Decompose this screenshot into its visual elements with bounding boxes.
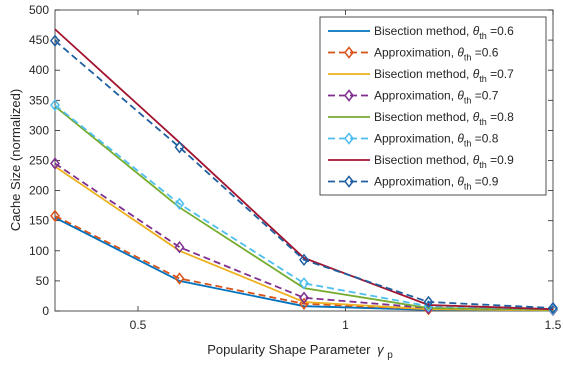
legend-label: Approximation, θth =0.9 — [374, 175, 499, 192]
y-tick-label: 200 — [29, 184, 49, 198]
x-tick-label: 1.5 — [545, 318, 562, 332]
y-tick-label: 0 — [42, 304, 49, 318]
series-line — [54, 28, 554, 311]
data-point-marker — [174, 141, 185, 154]
data-point-marker — [299, 277, 309, 290]
legend: Bisection method, θth =0.6 Approximation,… — [319, 16, 547, 196]
legend-marker — [344, 89, 354, 102]
legend-label: Approximation, θth =0.7 — [374, 89, 499, 106]
data-point-marker — [299, 291, 309, 304]
legend-label: Bisection method, θth =0.8 — [374, 110, 514, 127]
y-tick-label: 150 — [29, 214, 49, 228]
series-2 — [50, 209, 558, 316]
legend-entry: Bisection method, θth =0.7 — [328, 67, 514, 84]
y-tick-label: 400 — [29, 63, 49, 77]
legend-label: Bisection method, θth =0.6 — [374, 24, 514, 41]
data-point-marker — [50, 209, 60, 223]
axes: 0 50 100 150 200 250 300 350 400 450 500 0.5 1 1.5 — [29, 3, 562, 332]
x-axis-label-subscript: p — [387, 350, 393, 360]
legend-entry: Bisection method, θth =0.9 — [328, 153, 514, 170]
data-point-marker — [423, 295, 434, 309]
y-tick-label: 350 — [29, 93, 49, 107]
data-point-marker — [50, 98, 60, 112]
legend-box — [319, 16, 547, 196]
data-point-marker — [50, 157, 60, 170]
y-axis-label: Cache Size (normalized) — [8, 89, 23, 231]
x-axis-label-symbol: γ — [377, 342, 385, 357]
x-axis-label-text: Popularity Shape Parameter — [207, 342, 371, 357]
legend-marker — [344, 175, 354, 188]
data-point-marker — [174, 272, 185, 285]
legend-marker — [344, 132, 354, 145]
y-tick-label: 300 — [29, 123, 49, 137]
series-line — [54, 162, 554, 311]
data-point-marker — [174, 197, 185, 211]
legend-entry: Approximation, θth =0.7 — [328, 89, 499, 106]
legend-entry: Bisection method, θth =0.6 — [328, 24, 514, 41]
legend-label: Approximation, θth =0.8 — [374, 132, 499, 149]
x-axis-label: Popularity Shape Parameter γ p — [207, 342, 393, 360]
y-tick-label: 500 — [29, 3, 49, 17]
legend-entry: Approximation, θth =0.6 — [328, 46, 499, 63]
legend-label: Bisection method, θth =0.9 — [374, 153, 514, 170]
x-tick-label: 1 — [342, 318, 349, 332]
y-tick-label: 100 — [29, 244, 49, 258]
legend-label: Bisection method, θth =0.7 — [374, 67, 514, 84]
data-point-marker — [548, 301, 558, 315]
y-tick-label: 250 — [29, 154, 49, 168]
data-point-marker — [299, 253, 309, 267]
legend-entry: Approximation, θth =0.8 — [328, 132, 499, 149]
data-point-marker — [174, 240, 185, 254]
series-7 — [54, 28, 554, 311]
y-tick-label: 50 — [36, 274, 50, 288]
y-tick-label: 450 — [29, 33, 49, 47]
series-line — [54, 40, 554, 309]
legend-marker — [344, 46, 354, 59]
series-line — [54, 215, 554, 311]
data-point-marker — [50, 34, 60, 47]
legend-entry: Bisection method, θth =0.8 — [328, 110, 514, 127]
legend-label: Approximation, θth =0.6 — [374, 46, 499, 63]
legend-entry: Approximation, θth =0.9 — [328, 175, 499, 192]
x-tick-label: 0.5 — [130, 318, 147, 332]
plot-series — [50, 28, 558, 316]
series-8 — [50, 34, 558, 315]
